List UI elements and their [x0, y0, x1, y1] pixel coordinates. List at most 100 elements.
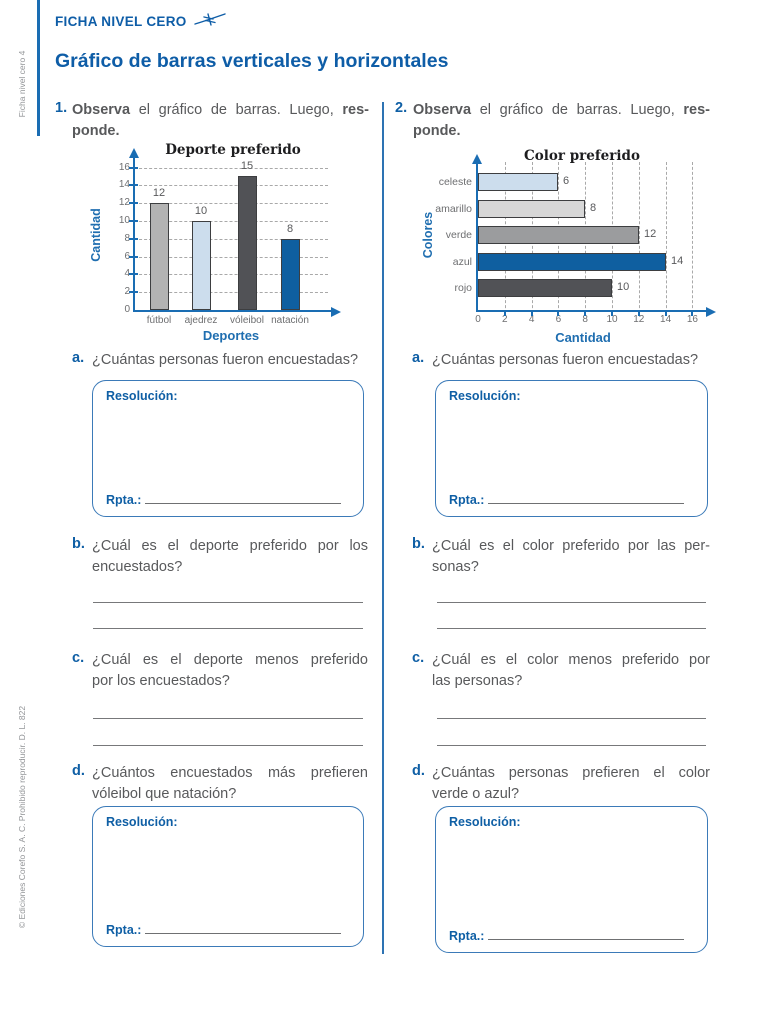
- x-tick-mark: [530, 310, 533, 316]
- y-tick-mark: [129, 291, 138, 294]
- plane-sketch-icon: [193, 9, 229, 34]
- bar-fútbol: [149, 203, 169, 310]
- y-category-label: verde: [445, 229, 472, 241]
- bar-natación: [280, 239, 300, 310]
- answer-line: [437, 718, 706, 719]
- exercise-1-number: 1.: [55, 100, 68, 116]
- x-tick-label: 0: [475, 314, 481, 325]
- x-tick-label: 4: [528, 314, 535, 325]
- x-tick-label: 2: [502, 314, 508, 325]
- answer-line: [437, 628, 706, 629]
- header: FICHA NIVEL CERO: [55, 10, 229, 32]
- chart-1-plot: 0 2 4 6 8 10 12 14 16 12 fútbol 10 ajedrez 15 vóleibol…: [119, 148, 341, 326]
- x-tick-label: 14: [660, 314, 672, 325]
- gridline: [129, 274, 328, 276]
- bar-value-label: 10: [194, 205, 208, 217]
- bar-verde: [478, 226, 639, 244]
- gridline: [129, 167, 328, 169]
- x-axis-arrow-icon: [706, 307, 716, 317]
- x-tick-mark: [503, 310, 506, 316]
- x-axis-arrow-icon: [331, 307, 341, 317]
- answer-line: [93, 628, 363, 629]
- answer-line: [93, 745, 363, 746]
- answer-line: [93, 718, 363, 719]
- y-category-label: celeste: [438, 176, 472, 188]
- resolution-box-2d: Resolución: Rpta.:: [435, 806, 708, 953]
- y-tick-mark: [129, 166, 138, 169]
- question-1b: b. ¿Cuál es el deporte preferido por los…: [72, 536, 368, 575]
- y-tick-label: 14: [118, 179, 130, 191]
- x-tick-mark: [637, 310, 640, 316]
- chart-1-x-axis-label: Deportes: [202, 328, 260, 343]
- bar-celeste: [478, 173, 558, 191]
- question-2c: c. ¿Cuál es el color menos preferido por…: [412, 650, 710, 689]
- bar-value-label: 10: [617, 281, 630, 293]
- question-2d: d. ¿Cuántas personas prefieren el color v…: [412, 763, 710, 802]
- chart-2: Color preferido Colores 0 2 4 6 8 10 12 14 16 6 ce…: [415, 142, 735, 354]
- sidebar-copyright: © Ediciones Corefo S. A. C. Prohibido re…: [17, 705, 27, 929]
- question-2a: a. ¿Cuántas personas fueron encuestadas?: [412, 350, 699, 368]
- exercise-1-prompt: Observa el gráfico de barras. Luego, res…: [72, 100, 369, 142]
- x-tick-mark: [691, 310, 694, 316]
- prompt-line-2: ponde.: [72, 123, 120, 139]
- answer-line: [488, 928, 685, 940]
- answer-line: [437, 745, 706, 746]
- x-tick-mark: [557, 310, 560, 316]
- x-tick-label: 10: [606, 314, 618, 325]
- prompt-line-1: Observa el gráfico de barras. Luego, res…: [72, 102, 369, 118]
- answer-line: [145, 922, 342, 934]
- y-tick-mark: [129, 202, 138, 205]
- resolution-box-1d: Resolución: Rpta.:: [92, 806, 364, 947]
- x-tick-mark: [611, 310, 613, 316]
- answer-line: [93, 602, 363, 603]
- chart-1-title: Deporte preferido: [165, 142, 301, 158]
- x-tick-label: 12: [633, 314, 645, 325]
- y-tick-label: 12: [118, 197, 130, 209]
- gridline: [692, 162, 694, 313]
- question-1a: a. ¿Cuántas personas fueron encuestadas?: [72, 350, 359, 368]
- chart-1-y-axis-label: Cantidad: [89, 208, 103, 262]
- bar-amarillo: [478, 199, 585, 218]
- gridline: [129, 238, 328, 240]
- rpta-label: Rpta.:: [449, 929, 485, 943]
- rpta-label: Rpta.:: [106, 493, 142, 507]
- chart-2-title: Color preferido: [524, 148, 640, 164]
- y-tick-label: 4: [124, 268, 130, 280]
- x-category-label: ajedrez: [184, 315, 218, 326]
- y-tick-label: 6: [124, 250, 130, 262]
- gridline: [129, 292, 328, 294]
- rpta-label: Rpta.:: [106, 923, 142, 937]
- y-category-label: amarillo: [435, 202, 472, 215]
- chart-1: Deporte preferido Cantidad 0 2 4 6 8 10 12 14 16…: [85, 142, 365, 352]
- prompt-line-1: Observa el gráfico de barras. Luego, res…: [413, 102, 710, 118]
- gridline: [665, 162, 667, 313]
- gridline: [129, 203, 328, 205]
- left-accent-bar: [37, 0, 40, 136]
- resolution-box-2a: Resolución: Rpta.:: [435, 380, 708, 517]
- y-tick-mark: [129, 220, 138, 222]
- y-tick-label: 0: [124, 304, 130, 315]
- bar-value-label: 8: [286, 223, 294, 235]
- gridline: [638, 162, 640, 313]
- bar-value-label: 15: [240, 160, 254, 172]
- resolution-box-1a: Resolución: Rpta.:: [92, 380, 364, 517]
- chart-2-x-axis-label: Cantidad: [555, 330, 611, 345]
- bar-ajedrez: [191, 221, 211, 310]
- y-category-label: rojo: [454, 282, 472, 294]
- bar-value-label: 12: [644, 228, 657, 240]
- x-tick-mark: [664, 310, 667, 316]
- bar-value-label: 14: [671, 254, 684, 267]
- x-tick-label: 6: [555, 314, 562, 325]
- gridline: [129, 256, 328, 258]
- x-category-label: fútbol: [146, 315, 172, 326]
- x-tick-label: 8: [582, 314, 588, 325]
- question-1d: d. ¿Cuántos encuestados más prefieren vól…: [72, 763, 368, 802]
- question-2b: b. ¿Cuál es el color preferido por las p…: [412, 536, 710, 575]
- answer-line: [145, 492, 342, 504]
- prompt-line-2: ponde.: [413, 123, 461, 139]
- y-axis-arrow-icon: [472, 154, 482, 164]
- y-tick-label: 16: [118, 161, 130, 173]
- exercise-2-number: 2.: [395, 100, 408, 116]
- column-divider: [382, 102, 384, 954]
